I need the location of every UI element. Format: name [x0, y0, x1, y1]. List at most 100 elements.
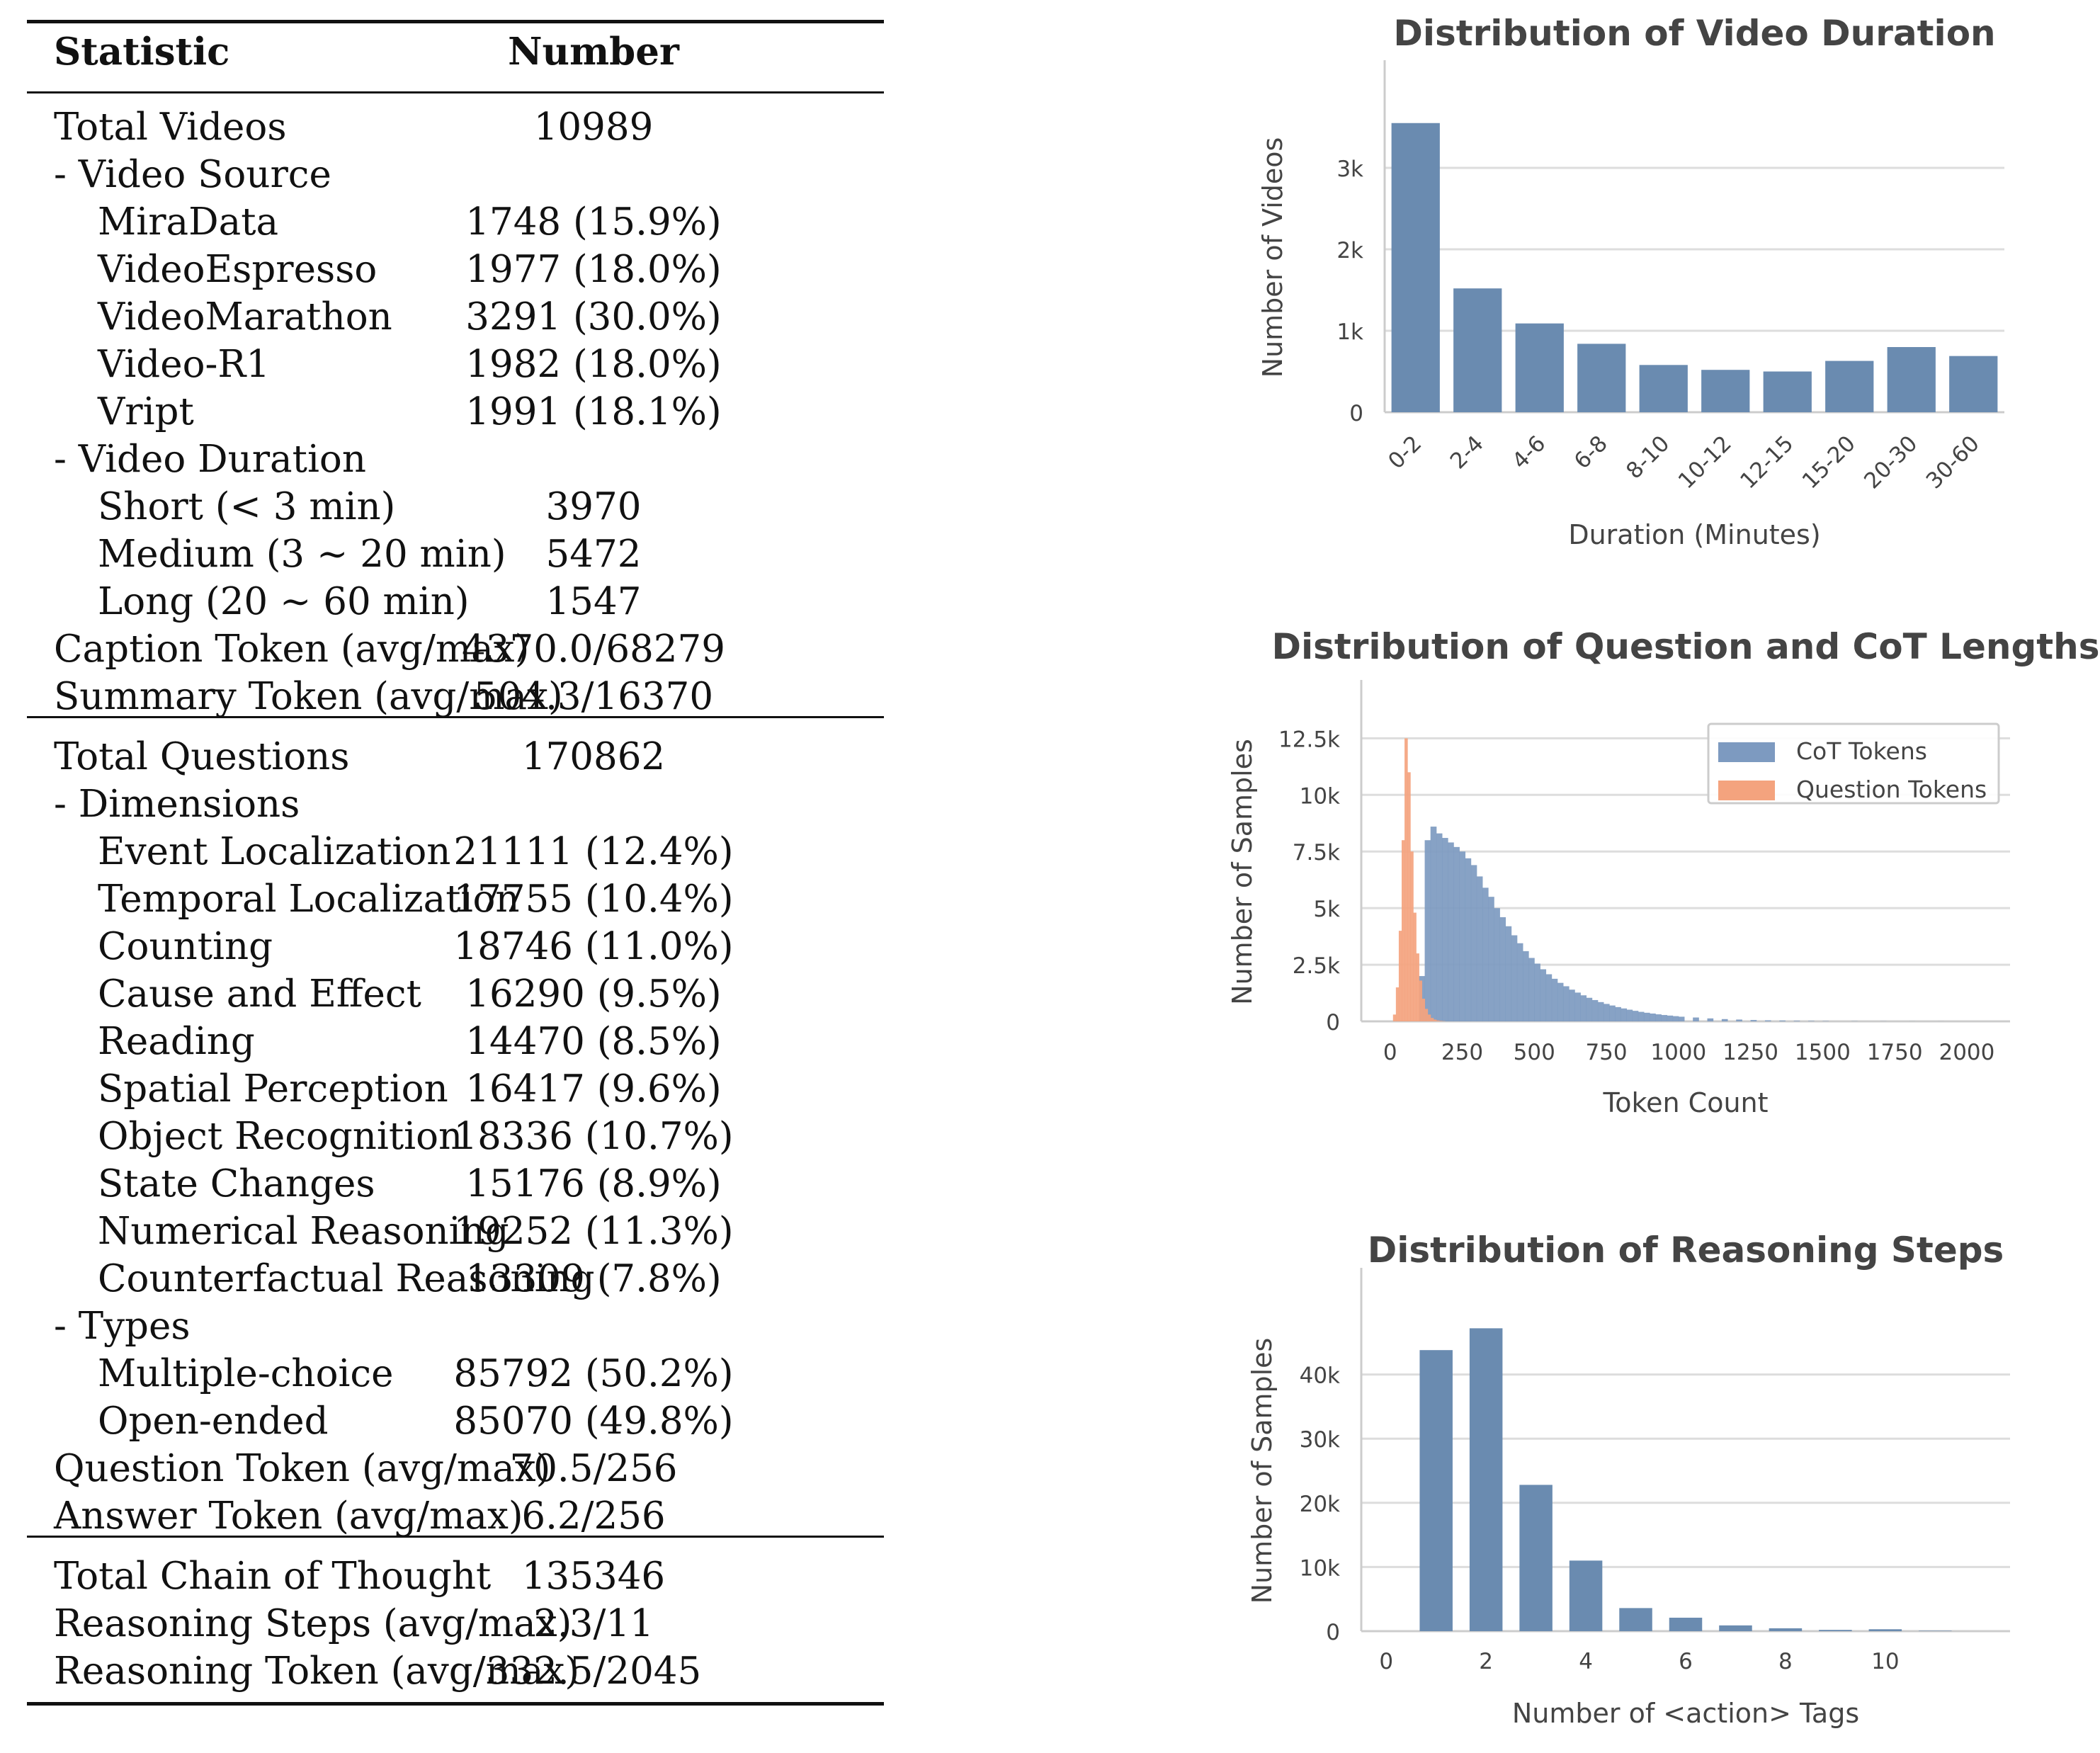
table-row: Question Token (avg/max) 70.5/256: [27, 1445, 884, 1492]
row-label: Spatial Perception: [98, 1067, 448, 1111]
histogram-bin-cot: [1643, 1012, 1650, 1021]
x-tick-label: 6: [1679, 1649, 1693, 1674]
row-value: 1547: [545, 580, 642, 623]
row-value: 70.5/256: [509, 1447, 678, 1490]
x-tick-label: 10-12: [1674, 431, 1737, 494]
x-tick-label: 250: [1441, 1040, 1483, 1065]
histogram-bin-cot: [1430, 827, 1437, 1021]
histogram-bin-cot: [1476, 876, 1483, 1021]
table-row: Medium (3 ∼ 20 min) 5472: [27, 531, 884, 578]
row-value: 1977 (18.0%): [465, 248, 722, 291]
row-label: Event Localization: [98, 830, 451, 873]
row-label: Open-ended: [98, 1400, 329, 1443]
row-value: 5472: [545, 533, 642, 576]
row-value: 332.5/2045: [485, 1650, 702, 1693]
bar: [1577, 344, 1626, 412]
histogram-bin-question: [1416, 953, 1419, 1021]
row-label: - Dimensions: [54, 783, 300, 826]
table-row: Long (20 ∼ 60 min) 1547: [27, 578, 884, 625]
histogram-bin-cot: [1482, 887, 1489, 1021]
row-label: Vript: [98, 390, 194, 433]
statistics-table: Statistic Number Total Videos 10989 - Vide…: [27, 20, 884, 1741]
row-value: 15176 (8.9%): [465, 1162, 722, 1205]
x-tick-label: 10: [1871, 1649, 1899, 1674]
histogram-bin-cot: [1540, 969, 1547, 1021]
histogram-bin-cot: [1528, 958, 1535, 1021]
histogram-bin-cot: [1678, 1016, 1685, 1021]
table-row: Counterfactual Reasoning 13309 (7.8%): [27, 1255, 884, 1303]
legend-label: CoT Tokens: [1796, 737, 1927, 765]
histogram-bin-cot: [1534, 963, 1540, 1021]
y-axis-label: Number of Videos: [1257, 137, 1288, 378]
row-label: Summary Token (avg/max): [54, 675, 563, 718]
row-label: - Types: [54, 1305, 191, 1348]
row-label: Answer Token (avg/max): [54, 1494, 523, 1538]
bar: [1669, 1617, 1703, 1631]
y-tick-label: 10k: [1300, 1555, 1340, 1581]
x-tick-label: 15-20: [1798, 431, 1861, 494]
chart-title: Distribution of Reasoning Steps: [1368, 1230, 2004, 1271]
histogram-bin-cot: [1545, 974, 1553, 1021]
row-value: 21111 (12.4%): [453, 830, 734, 873]
y-tick-label: 0: [1326, 1010, 1340, 1036]
table-section-rule: [27, 716, 884, 718]
row-value: 3970: [545, 485, 642, 528]
histogram-bin-cot: [1562, 986, 1570, 1021]
row-label: Counting: [98, 925, 273, 968]
histogram-bin-cot: [1586, 997, 1593, 1021]
x-tick-label: 1000: [1650, 1040, 1706, 1065]
histogram-bin-question: [1398, 931, 1402, 1021]
bar: [1391, 123, 1440, 412]
histogram-bin-question: [1433, 1019, 1437, 1021]
table-row: Object Recognition 18336 (10.7%): [27, 1113, 884, 1160]
histogram-bin-cot: [1551, 978, 1558, 1021]
histogram-bin-cot: [1721, 1019, 1728, 1021]
y-tick-label: 12.5k: [1278, 727, 1340, 752]
table-row: Summary Token (avg/max) 504.3/16370: [27, 673, 884, 720]
table-row: Reading 14470 (8.5%): [27, 1018, 884, 1065]
y-tick-label: 2k: [1336, 238, 1363, 263]
y-axis-label: Number of Samples: [1247, 1338, 1278, 1604]
table-row: - Dimensions: [27, 781, 884, 828]
row-label: - Video Source: [54, 153, 331, 196]
table-row: Temporal Localization 17755 (10.4%): [27, 875, 884, 923]
row-value: 135346: [521, 1555, 666, 1598]
chart-title: Distribution of Question and CoT Lengths: [1271, 626, 2099, 667]
legend-swatch: [1718, 742, 1775, 762]
x-tick-label: 0-2: [1383, 431, 1426, 474]
histogram-bin-cot: [1638, 1011, 1645, 1021]
histogram-bin-cot: [1505, 926, 1512, 1021]
bar: [1619, 1608, 1652, 1631]
chart-title: Distribution of Video Duration: [1393, 13, 1995, 54]
chart-question-cot-lengths: Distribution of Question and CoT Lengths…: [1227, 626, 2100, 1118]
histogram-bin-cot: [1569, 989, 1575, 1021]
row-value: 18746 (11.0%): [453, 925, 734, 968]
row-label: Reasoning Token (avg/max): [54, 1650, 579, 1693]
table-row: VideoEspresso 1977 (18.0%): [27, 246, 884, 293]
table-row: Total Chain of Thought 135346: [27, 1553, 884, 1600]
row-label: Reasoning Steps (avg/max): [54, 1602, 572, 1645]
histogram-bin-question: [1424, 1009, 1429, 1021]
row-value: 3291 (30.0%): [465, 295, 722, 339]
table-row: State Changes 15176 (8.9%): [27, 1160, 884, 1208]
header-number: Number: [508, 30, 679, 74]
table-row: Cause and Effect 16290 (9.5%): [27, 970, 884, 1018]
x-axis-label: Duration (Minutes): [1568, 519, 1820, 550]
histogram-bin-cot: [1621, 1008, 1628, 1021]
histogram-bin-cot: [1488, 897, 1494, 1021]
bar: [1868, 1629, 1902, 1631]
histogram-bin-cot: [1609, 1005, 1616, 1021]
histogram-bin-cot: [1655, 1014, 1662, 1021]
histogram-bin-cot: [1667, 1015, 1674, 1021]
bar: [1519, 1485, 1553, 1631]
histogram-bin-cot: [1672, 1016, 1679, 1021]
x-tick-label: 30-60: [1922, 431, 1985, 494]
y-tick-label: 30k: [1300, 1427, 1340, 1453]
histogram-bin-question: [1419, 980, 1422, 1021]
table-row: Open-ended 85070 (49.8%): [27, 1397, 884, 1445]
row-value: 504.3/16370: [473, 675, 714, 718]
bar: [1701, 370, 1750, 412]
histogram-bin-cot: [1650, 1013, 1656, 1021]
histogram-bin-cot: [1603, 1004, 1610, 1021]
row-label: Total Videos: [54, 106, 287, 149]
